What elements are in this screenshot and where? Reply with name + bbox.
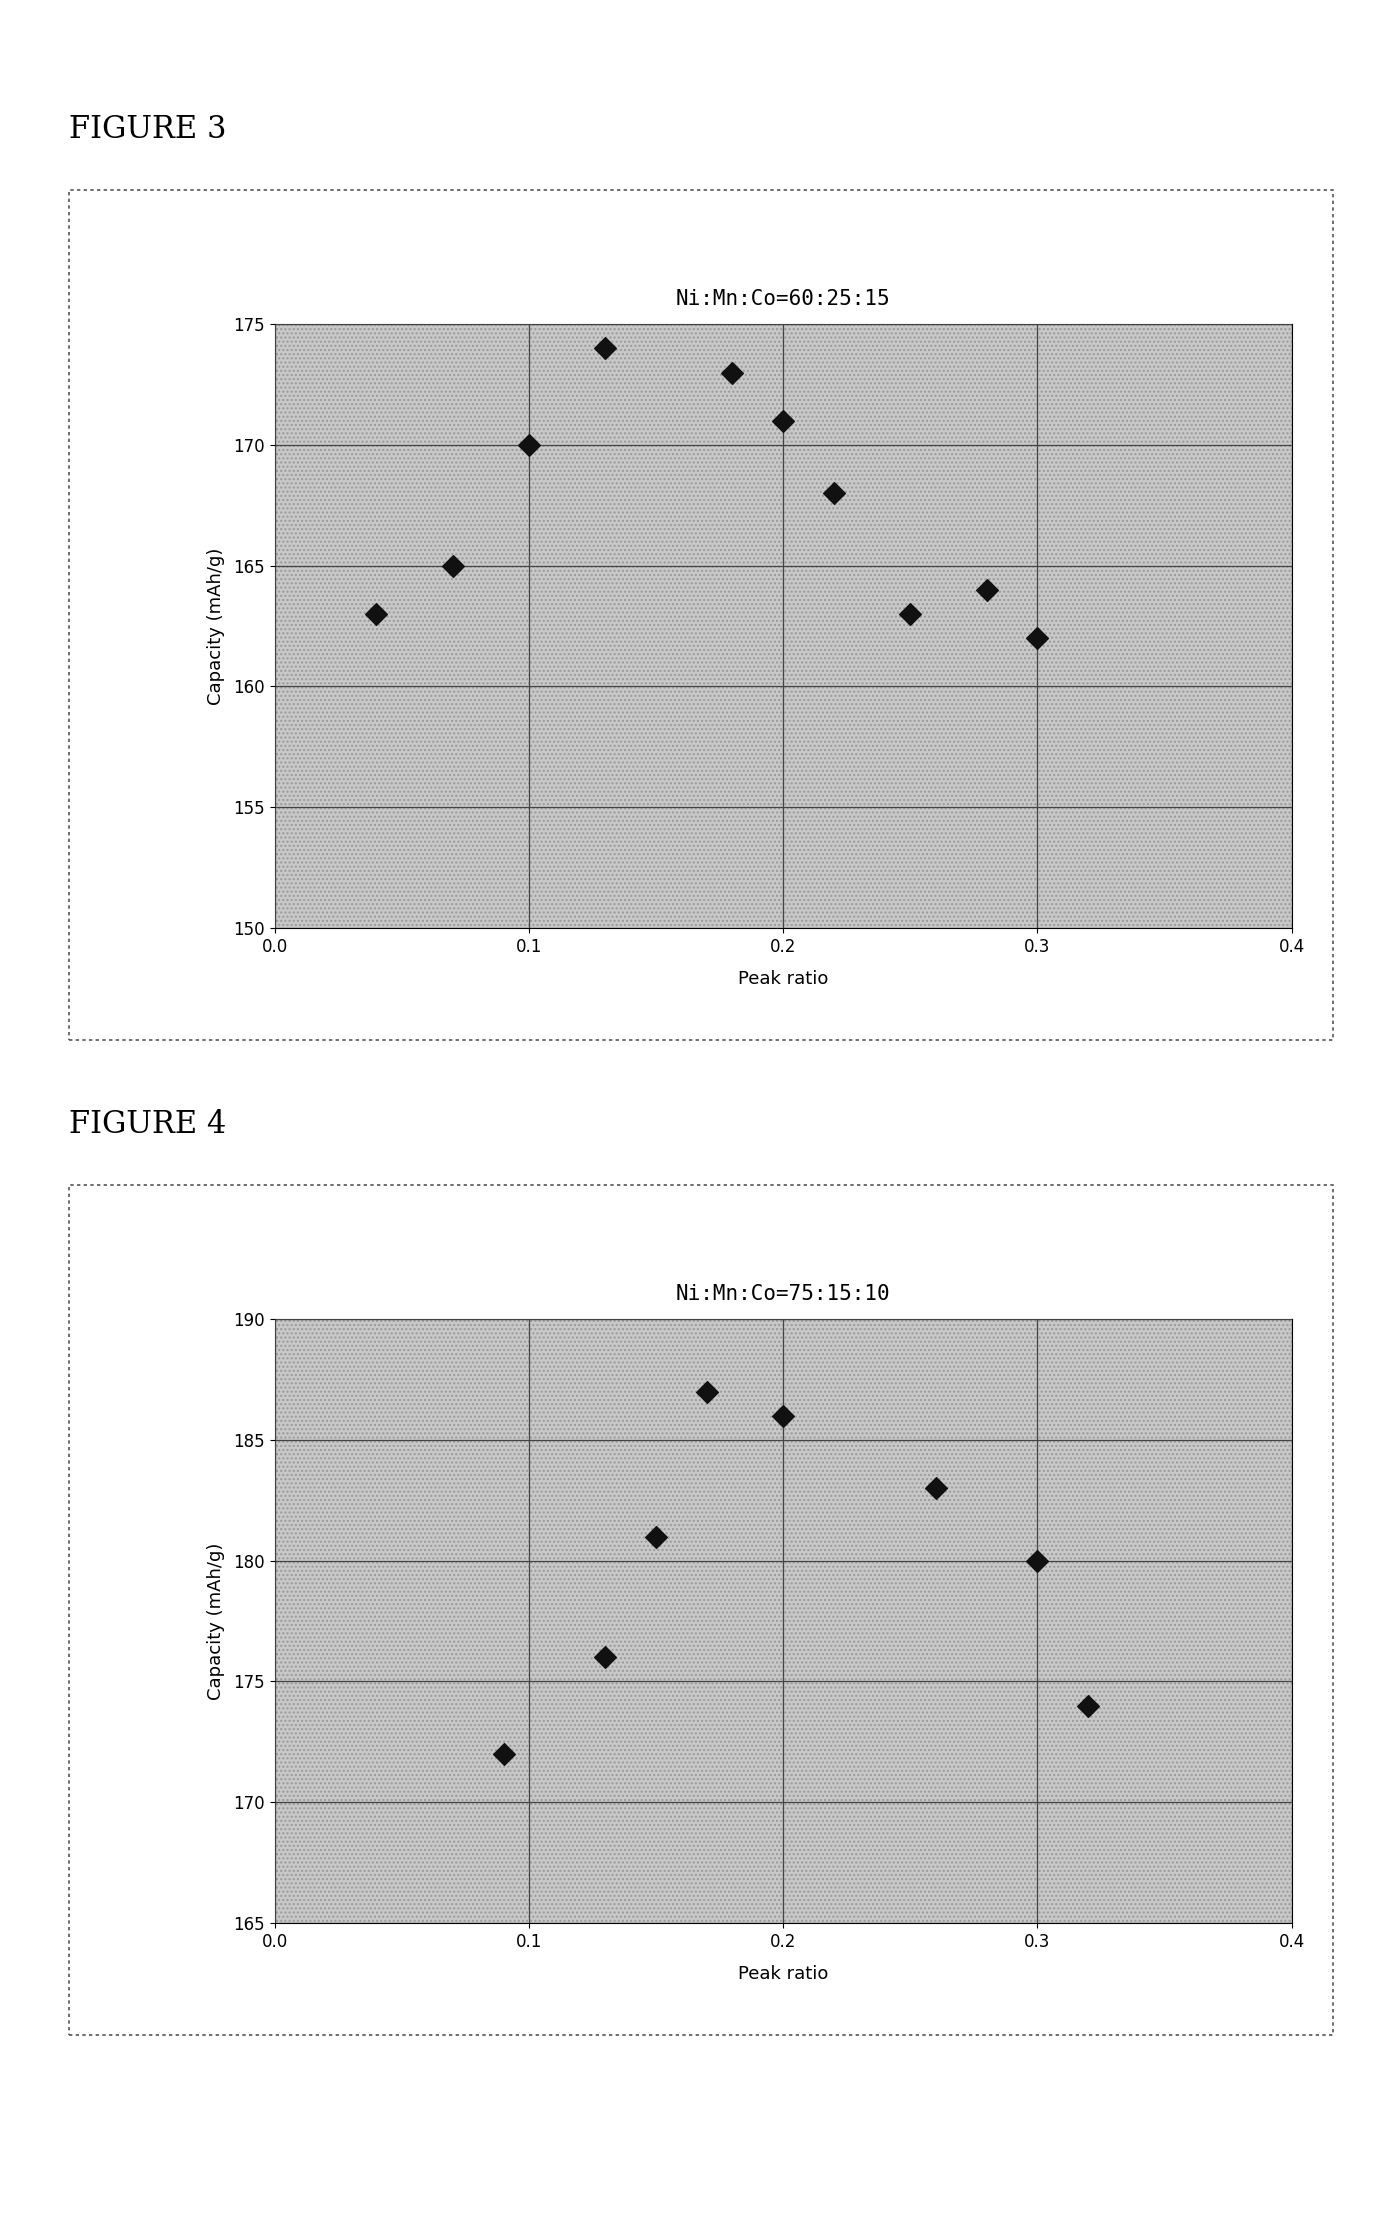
Title: Ni:Mn:Co=75:15:10: Ni:Mn:Co=75:15:10	[676, 1283, 890, 1304]
Y-axis label: Capacity (mAh/g): Capacity (mAh/g)	[207, 1543, 225, 1699]
Point	[595, 1639, 617, 1675]
Title: Ni:Mn:Co=60:25:15: Ni:Mn:Co=60:25:15	[676, 288, 890, 309]
Point	[518, 427, 540, 463]
Text: FIGURE 3: FIGURE 3	[69, 114, 227, 145]
Y-axis label: Capacity (mAh/g): Capacity (mAh/g)	[207, 548, 225, 704]
Point	[595, 331, 617, 367]
Point	[976, 572, 998, 608]
Point	[1077, 1688, 1099, 1724]
X-axis label: Peak ratio: Peak ratio	[738, 1965, 829, 1983]
X-axis label: Peak ratio: Peak ratio	[738, 970, 829, 988]
Point	[442, 548, 464, 584]
Point	[646, 1518, 668, 1554]
Text: FIGURE 4: FIGURE 4	[69, 1109, 225, 1140]
Point	[772, 1398, 794, 1433]
Point	[721, 356, 743, 391]
Point	[925, 1471, 947, 1507]
Point	[493, 1735, 515, 1771]
Point	[365, 597, 387, 633]
Point	[1026, 619, 1048, 655]
Point	[900, 597, 922, 633]
Point	[697, 1373, 719, 1409]
Point	[772, 402, 794, 438]
Point	[1026, 1543, 1048, 1579]
Point	[823, 476, 845, 512]
